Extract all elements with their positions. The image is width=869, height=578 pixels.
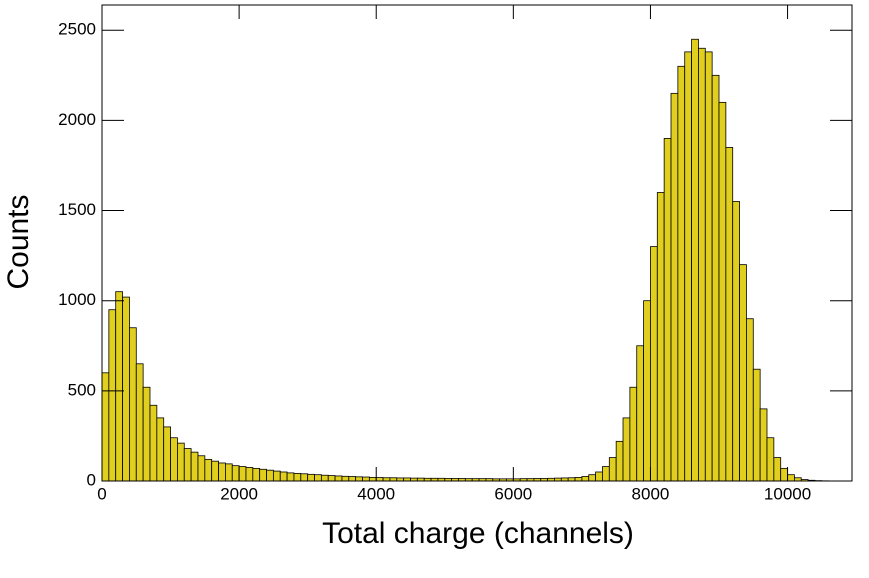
bar bbox=[596, 472, 603, 481]
bar bbox=[692, 39, 699, 481]
bar bbox=[267, 470, 274, 481]
bar bbox=[746, 319, 753, 481]
bar bbox=[753, 369, 760, 481]
bar bbox=[678, 66, 685, 481]
bar bbox=[335, 476, 342, 481]
y-tick-label: 1500 bbox=[58, 200, 96, 219]
bar bbox=[760, 409, 767, 481]
y-tick-label: 2000 bbox=[58, 110, 96, 129]
y-tick-label: 1000 bbox=[58, 290, 96, 309]
bar bbox=[685, 52, 692, 481]
bar bbox=[788, 475, 795, 481]
bar bbox=[582, 476, 589, 481]
bar bbox=[225, 464, 232, 481]
bar bbox=[150, 405, 157, 481]
bar bbox=[280, 472, 287, 481]
bar bbox=[781, 468, 788, 481]
bar bbox=[102, 373, 109, 481]
bar bbox=[171, 438, 178, 481]
bar bbox=[219, 463, 226, 481]
y-axis-title: Counts bbox=[2, 194, 35, 289]
bar bbox=[191, 452, 198, 481]
bar bbox=[294, 473, 301, 481]
y-tick-label: 0 bbox=[87, 470, 96, 489]
bar bbox=[726, 147, 733, 481]
bar bbox=[239, 467, 246, 481]
bar bbox=[212, 461, 219, 481]
bar bbox=[637, 346, 644, 481]
bar bbox=[164, 427, 171, 481]
bar bbox=[623, 418, 630, 481]
bar bbox=[232, 466, 239, 481]
bar bbox=[369, 477, 376, 481]
bar bbox=[143, 387, 150, 481]
x-tick-label: 10000 bbox=[764, 484, 811, 503]
x-tick-label: 2000 bbox=[220, 484, 258, 503]
bar bbox=[246, 467, 253, 481]
bar bbox=[657, 193, 664, 481]
bar bbox=[733, 202, 740, 481]
bar bbox=[356, 477, 363, 481]
bar bbox=[287, 473, 294, 481]
bar bbox=[184, 449, 191, 481]
x-tick-label: 8000 bbox=[632, 484, 670, 503]
bar bbox=[321, 475, 328, 481]
bar bbox=[630, 387, 637, 481]
bar bbox=[129, 328, 136, 481]
bar bbox=[136, 364, 143, 481]
bar bbox=[644, 301, 651, 481]
bar bbox=[740, 265, 747, 481]
bar bbox=[342, 476, 349, 481]
x-tick-label: 4000 bbox=[357, 484, 395, 503]
bar bbox=[376, 478, 383, 481]
bar bbox=[664, 138, 671, 481]
bar bbox=[650, 247, 657, 481]
bar bbox=[774, 458, 781, 481]
bar bbox=[253, 468, 260, 481]
bar bbox=[589, 475, 596, 481]
x-tick-label: 6000 bbox=[494, 484, 532, 503]
bar bbox=[116, 292, 123, 481]
bar bbox=[349, 476, 356, 481]
bar bbox=[205, 459, 212, 481]
bar bbox=[315, 475, 322, 481]
bar bbox=[602, 467, 609, 481]
y-tick-label: 2500 bbox=[58, 20, 96, 39]
bar bbox=[273, 471, 280, 481]
bar bbox=[767, 438, 774, 481]
bar bbox=[705, 52, 712, 481]
bar bbox=[575, 477, 582, 481]
bar bbox=[308, 474, 315, 481]
bar bbox=[123, 297, 130, 481]
bar bbox=[109, 310, 116, 481]
x-tick-label: 0 bbox=[97, 484, 106, 503]
bar bbox=[157, 418, 164, 481]
bar bbox=[719, 102, 726, 481]
bar bbox=[363, 477, 370, 481]
bar bbox=[260, 469, 267, 481]
bar bbox=[198, 456, 205, 481]
y-tick-label: 500 bbox=[68, 380, 96, 399]
bar bbox=[698, 48, 705, 481]
bar bbox=[712, 75, 719, 481]
bar bbox=[301, 474, 308, 481]
bar bbox=[609, 458, 616, 481]
x-axis-title: Total charge (channels) bbox=[322, 517, 634, 550]
bar bbox=[671, 93, 678, 481]
bar bbox=[177, 443, 184, 481]
bar bbox=[616, 441, 623, 481]
bar bbox=[328, 476, 335, 481]
